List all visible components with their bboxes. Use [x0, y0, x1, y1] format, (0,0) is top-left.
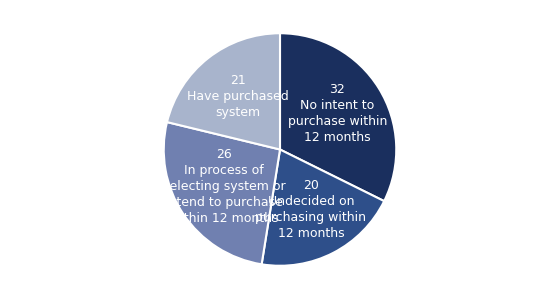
Text: 21
Have purchased
system: 21 Have purchased system — [188, 74, 289, 119]
Text: 26
In process of
selecting system or
intend to purchase
within 12 months: 26 In process of selecting system or int… — [162, 148, 285, 225]
Wedge shape — [262, 150, 384, 266]
Wedge shape — [167, 33, 280, 150]
Wedge shape — [280, 33, 396, 201]
Wedge shape — [164, 122, 280, 264]
Text: 20
Undecided on
purchasing within
12 months: 20 Undecided on purchasing within 12 mon… — [255, 179, 366, 240]
Text: 32
No intent to
purchase within
12 months: 32 No intent to purchase within 12 month… — [288, 83, 387, 144]
